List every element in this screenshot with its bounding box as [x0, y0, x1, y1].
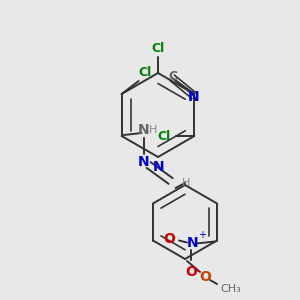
- Text: N: N: [187, 236, 199, 250]
- Text: -: -: [197, 265, 201, 278]
- Text: O: O: [185, 265, 197, 278]
- Text: N: N: [188, 90, 200, 104]
- Text: O: O: [199, 270, 211, 284]
- Text: N: N: [138, 123, 149, 137]
- Text: H: H: [182, 178, 190, 188]
- Text: CH₃: CH₃: [220, 284, 242, 294]
- Text: Cl: Cl: [152, 43, 165, 56]
- Text: N: N: [138, 155, 149, 169]
- Text: Cl: Cl: [138, 65, 151, 79]
- Text: H: H: [148, 125, 157, 135]
- Text: O: O: [163, 232, 175, 245]
- Text: Cl: Cl: [158, 130, 171, 142]
- Text: C: C: [169, 70, 178, 83]
- Text: +: +: [198, 230, 206, 239]
- Text: N: N: [153, 160, 165, 174]
